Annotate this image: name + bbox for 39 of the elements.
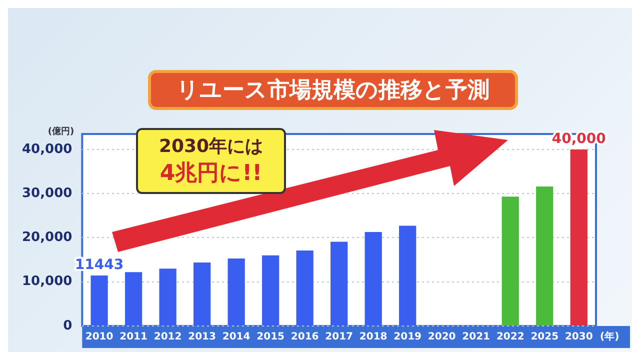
x-tick-label: 2011 xyxy=(120,332,148,343)
bar xyxy=(90,275,108,326)
x-tick-label: 2021 xyxy=(462,332,490,343)
x-tick-label: 2018 xyxy=(359,332,388,343)
bar xyxy=(570,149,588,326)
y-tick-label: 10,000 xyxy=(22,274,72,290)
x-tick-label: 2010 xyxy=(85,332,114,343)
x-tick-label: 2017 xyxy=(325,332,354,343)
bar xyxy=(296,250,314,326)
x-tick-label: 2013 xyxy=(188,332,216,343)
x-tick-label: 2014 xyxy=(222,332,250,343)
y-tick-label: 20,000 xyxy=(22,230,72,246)
x-tick-label: 2016 xyxy=(290,332,319,343)
y-tick-label: 30,000 xyxy=(22,186,72,201)
x-axis-title: (年) xyxy=(600,330,620,343)
x-tick-label: 2022 xyxy=(496,332,524,343)
bar xyxy=(228,258,245,326)
bar xyxy=(330,242,348,326)
bar xyxy=(124,272,142,326)
annotation: 4兆円に!! xyxy=(158,160,264,188)
y-axis-title: (億円) xyxy=(48,126,74,137)
callout-box: 2030年には 4兆円に!! xyxy=(136,128,286,194)
x-tick-label: 2025 xyxy=(530,332,559,343)
annotation: 2030年には xyxy=(158,135,264,158)
x-tick-label: 2019 xyxy=(394,332,422,343)
y-tick-label: 40,000 xyxy=(22,142,72,157)
bar xyxy=(364,232,382,326)
x-tick-label: 2012 xyxy=(154,332,182,343)
x-tick-label: 2020 xyxy=(428,332,456,343)
x-tick-label: 2015 xyxy=(256,332,285,343)
bar xyxy=(193,262,211,326)
bar xyxy=(399,226,416,326)
bar xyxy=(262,255,280,326)
chart-title: リユース市場規模の推移と予測 xyxy=(176,76,490,105)
bar xyxy=(536,186,554,326)
y-tick-label: 0 xyxy=(63,318,72,334)
x-tick-label: 2030 xyxy=(564,332,593,343)
bar xyxy=(159,268,176,326)
bar xyxy=(502,196,519,326)
